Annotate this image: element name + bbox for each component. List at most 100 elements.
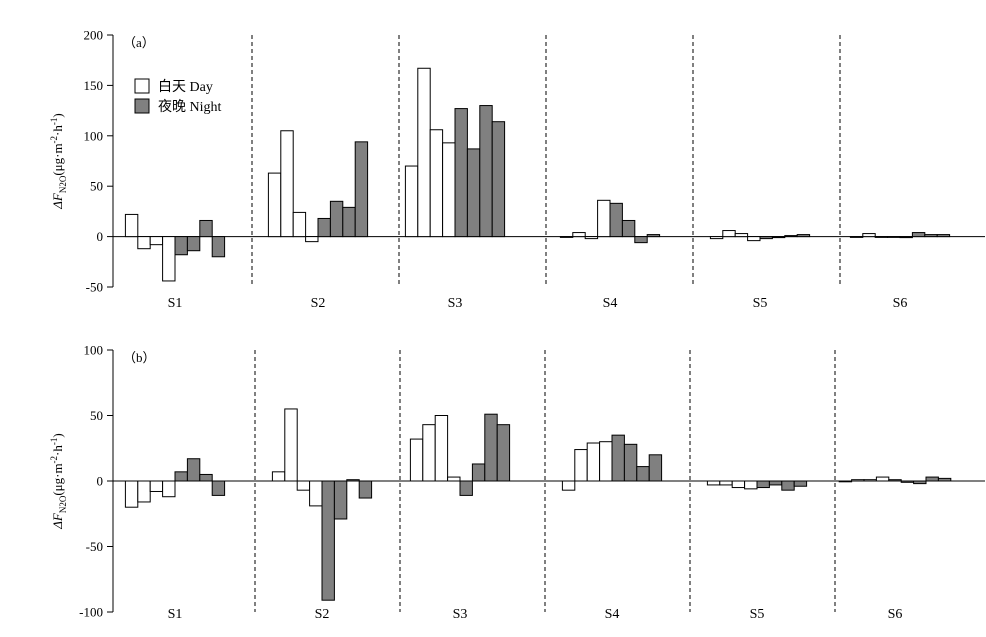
day-bar: [267, 172, 282, 238]
day-bar: [838, 480, 853, 483]
y-tick-label: 150: [84, 78, 104, 93]
day-bar: [296, 480, 311, 491]
day-bar: [149, 480, 164, 492]
y-tick-label: 200: [84, 28, 104, 43]
night-bar: [199, 473, 213, 482]
night-bar: [925, 476, 939, 482]
night-bar: [888, 479, 902, 482]
night-bar: [911, 232, 926, 238]
y-tick-label: -100: [79, 605, 103, 620]
day-bar: [124, 480, 139, 508]
night-bar: [174, 471, 188, 482]
legend-night-swatch: [134, 98, 150, 114]
day-bar: [429, 129, 444, 238]
day-bar: [137, 236, 151, 250]
day-bar: [863, 479, 877, 482]
day-bar: [561, 480, 576, 491]
day-bar: [271, 471, 286, 482]
night-bar: [329, 200, 344, 238]
legend-day-label: 白天 Day: [158, 79, 213, 95]
night-bar: [471, 463, 486, 482]
night-bar: [199, 219, 213, 238]
night-bar: [346, 479, 360, 482]
night-bar: [636, 466, 650, 482]
day-bar: [849, 236, 864, 238]
night-bar: [454, 108, 468, 238]
group-label: S1: [168, 607, 183, 622]
day-bar: [584, 236, 599, 240]
day-bar: [709, 236, 724, 240]
panel-a: -50 0 50 100 150 200 （a） ΔFN2O(μg·m-2·h-1) S1 S2 S…: [49, 28, 985, 311]
night-bar: [756, 480, 770, 489]
day-bar: [149, 236, 164, 246]
night-bar: [358, 480, 373, 499]
night-bar: [759, 236, 773, 240]
night-bar: [342, 206, 356, 238]
night-bar: [796, 234, 811, 238]
y-tick-label: 100: [84, 128, 104, 143]
y-tick-label: 100: [84, 343, 104, 358]
group-label: S4: [603, 296, 618, 311]
day-bar: [162, 236, 176, 282]
night-bar: [646, 234, 661, 238]
night-bar: [174, 236, 188, 256]
day-bar: [137, 480, 151, 503]
legend-day-swatch: [134, 78, 150, 94]
y-tick-label: 0: [97, 474, 104, 489]
day-bar: [572, 232, 586, 238]
night-bar: [937, 477, 952, 482]
group-label: S5: [750, 607, 765, 622]
group-label: S3: [453, 607, 468, 622]
night-bar: [781, 480, 795, 491]
day-bar: [734, 233, 749, 238]
night-bar: [936, 234, 951, 238]
group-label: S6: [888, 607, 903, 622]
day-bar: [597, 199, 611, 238]
group-label: S1: [168, 296, 183, 311]
day-bar: [722, 230, 736, 238]
night-bar: [634, 236, 648, 244]
day-bar: [447, 476, 461, 482]
day-bar: [292, 211, 307, 238]
day-bar: [434, 415, 449, 482]
night-bar: [317, 217, 331, 238]
day-bar: [284, 408, 298, 482]
night-bar: [771, 236, 786, 239]
night-bar: [611, 434, 625, 482]
panel-label: （a）: [123, 35, 155, 50]
night-bar: [924, 234, 938, 238]
legend-night-label: 夜晚 Night: [158, 99, 221, 115]
day-bar: [586, 442, 601, 482]
y-tick-label: -50: [86, 280, 103, 295]
group-label: S6: [893, 296, 908, 311]
night-bar: [609, 202, 623, 238]
night-bar: [466, 148, 481, 238]
y-tick-label: 0: [97, 229, 104, 244]
night-bar: [491, 121, 506, 238]
night-bar: [621, 219, 636, 238]
night-bar: [899, 236, 913, 239]
night-bar: [496, 424, 511, 482]
night-bar: [900, 480, 915, 483]
group-label: S2: [311, 296, 326, 311]
night-bar: [459, 480, 473, 496]
y-axis-label: ΔFN2O(μg·m-2·h-1): [49, 433, 68, 530]
legend: 白天 Day 夜晚 Night: [134, 78, 221, 115]
night-bar: [784, 235, 798, 238]
night-bar: [913, 480, 927, 485]
day-bar: [422, 424, 436, 482]
day-bar: [305, 236, 319, 243]
night-bar: [211, 236, 226, 258]
day-bar: [404, 165, 419, 238]
day-bar: [559, 236, 574, 238]
night-bar: [186, 458, 201, 482]
day-bar: [574, 449, 588, 482]
day-bar: [731, 480, 746, 489]
group-label: S5: [753, 296, 768, 311]
day-bar: [309, 480, 323, 507]
day-bar: [442, 142, 456, 238]
day-bar: [280, 130, 294, 238]
night-bar: [484, 413, 498, 482]
day-bar: [747, 236, 761, 242]
